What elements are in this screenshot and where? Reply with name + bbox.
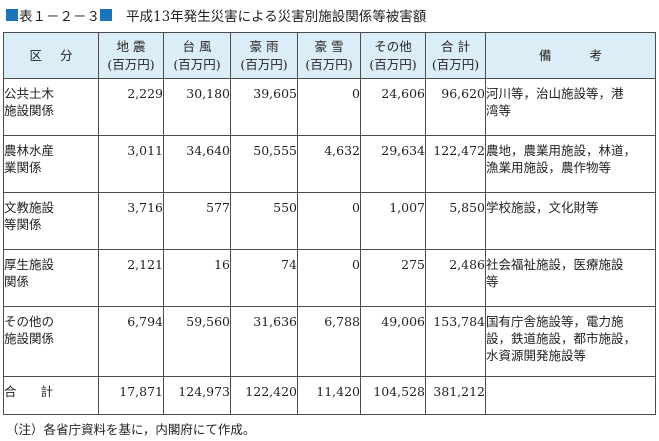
total-label: 合計 xyxy=(3,376,99,415)
header-heavy-rain: 豪 雨 (百万円) xyxy=(230,32,298,79)
cell-typhoon: 16 xyxy=(163,249,231,307)
cell-heavy-rain: 50,555 xyxy=(230,135,298,193)
row-remarks: 農地，農業用施設，林道， 漁業用施設，農作物等 xyxy=(485,135,656,193)
cell-other: 29,634 xyxy=(360,135,426,193)
cell-total: 5,850 xyxy=(425,192,486,250)
header-total: 合 計 (百万円) xyxy=(425,32,486,79)
cell-heavy-snow: 0 xyxy=(297,192,361,250)
cell-heavy-snow: 4,632 xyxy=(297,135,361,193)
cell-other: 1,007 xyxy=(360,192,426,250)
header-typhoon: 台 風 (百万円) xyxy=(163,32,231,79)
cell-other: 275 xyxy=(360,249,426,307)
total-other: 104,528 xyxy=(360,376,426,415)
total-earthquake: 17,871 xyxy=(98,376,164,415)
table-row: 文教施設 等関係 3,716 577 550 0 1,007 5,850 学校施設… xyxy=(3,192,656,250)
row-category: 文教施設 等関係 xyxy=(3,192,99,250)
row-remarks: 学校施設，文化財等 xyxy=(485,192,656,250)
row-category: 農林水産 業関係 xyxy=(3,135,99,193)
row-category: その他の 施設関係 xyxy=(3,306,99,377)
header-category: 区分 xyxy=(3,32,99,79)
blue-square-icon xyxy=(100,9,112,21)
cell-heavy-rain: 550 xyxy=(230,192,298,250)
row-category: 公共土木 施設関係 xyxy=(3,78,99,136)
cell-earthquake: 3,716 xyxy=(98,192,164,250)
total-heavy-snow: 11,420 xyxy=(297,376,361,415)
row-category: 厚生施設 関係 xyxy=(3,249,99,307)
table-caption: 表１－２－３ 平成13年発生災害による災害別施設関係等被害額 xyxy=(6,4,426,26)
table-row: その他の 施設関係 6,794 59,560 31,636 6,788 49,00… xyxy=(3,306,656,377)
total-remarks xyxy=(485,376,656,415)
header-earthquake: 地 震 (百万円) xyxy=(98,32,164,79)
cell-heavy-rain: 74 xyxy=(230,249,298,307)
cell-total: 122,472 xyxy=(425,135,486,193)
header-row: 区分 地 震 (百万円) 台 風 (百万円) 豪 雨 (百万円) 豪 雪 (百万円) そ… xyxy=(3,32,656,79)
cell-total: 96,620 xyxy=(425,78,486,136)
cell-typhoon: 577 xyxy=(163,192,231,250)
cell-earthquake: 3,011 xyxy=(98,135,164,193)
cell-other: 49,006 xyxy=(360,306,426,377)
cell-earthquake: 6,794 xyxy=(98,306,164,377)
cell-typhoon: 34,640 xyxy=(163,135,231,193)
total-grand: 381,212 xyxy=(425,376,486,415)
blue-square-icon xyxy=(6,9,18,21)
cell-typhoon: 59,560 xyxy=(163,306,231,377)
header-remarks: 備考 xyxy=(485,32,656,79)
header-other: その他 (百万円) xyxy=(360,32,426,79)
row-remarks: 河川等，治山施設等，港 湾等 xyxy=(485,78,656,136)
total-row: 合計 17,871 124,973 122,420 11,420 104,528… xyxy=(3,376,656,415)
total-heavy-rain: 122,420 xyxy=(230,376,298,415)
row-remarks: 社会福祉施設，医療施設等 xyxy=(485,249,656,307)
table-number: 表１－２－３ xyxy=(19,9,100,25)
cell-typhoon: 30,180 xyxy=(163,78,231,136)
cell-other: 24,606 xyxy=(360,78,426,136)
cell-heavy-snow: 0 xyxy=(297,249,361,307)
cell-earthquake: 2,229 xyxy=(98,78,164,136)
row-remarks: 国有庁舎施設等，電力施 設，鉄道施設，都市施設， 水資源開発施設等 xyxy=(485,306,656,377)
cell-heavy-snow: 6,788 xyxy=(297,306,361,377)
cell-total: 2,486 xyxy=(425,249,486,307)
table-row: 公共土木 施設関係 2,229 30,180 39,605 0 24,606 96… xyxy=(3,78,656,136)
cell-heavy-rain: 31,636 xyxy=(230,306,298,377)
table-row: 農林水産 業関係 3,011 34,640 50,555 4,632 29,634… xyxy=(3,135,656,193)
table-row: 厚生施設 関係 2,121 16 74 0 275 2,486 社会福祉施設，医療… xyxy=(3,249,656,307)
footnote: （注）各省庁資料を基に，内閣府にて作成。 xyxy=(6,422,256,437)
cell-heavy-snow: 0 xyxy=(297,78,361,136)
damage-table: 区分 地 震 (百万円) 台 風 (百万円) 豪 雨 (百万円) 豪 雪 (百万円) そ… xyxy=(3,32,656,415)
table-title: 平成13年発生災害による災害別施設関係等被害額 xyxy=(126,9,427,25)
cell-total: 153,784 xyxy=(425,306,486,377)
cell-earthquake: 2,121 xyxy=(98,249,164,307)
total-typhoon: 124,973 xyxy=(163,376,231,415)
header-heavy-snow: 豪 雪 (百万円) xyxy=(297,32,361,79)
cell-heavy-rain: 39,605 xyxy=(230,78,298,136)
